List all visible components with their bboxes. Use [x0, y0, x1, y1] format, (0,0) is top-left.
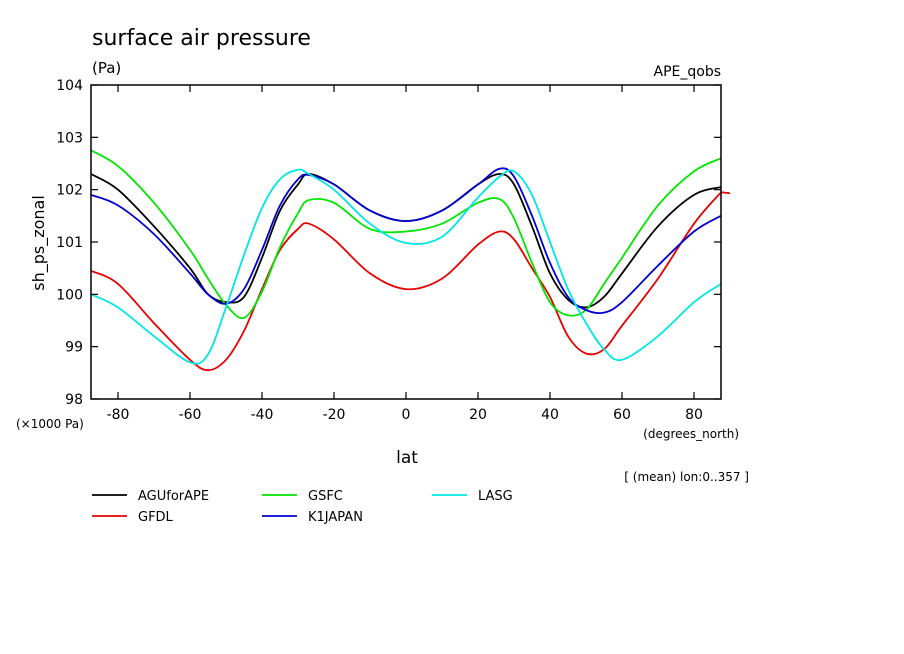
x-tick-label: -20 — [323, 407, 346, 423]
series-line-aguforape — [91, 173, 721, 309]
y-tick-label: 99 — [65, 340, 83, 356]
legend-item-aguforape: AGUforAPE — [92, 489, 209, 504]
x-tick-label: 0 — [402, 407, 411, 423]
x-tick-label: -60 — [179, 407, 202, 423]
subtitle-note: [ (mean) lon:0..357 ] — [624, 470, 749, 484]
x-tick-label: 20 — [469, 407, 487, 423]
series-line-k1japan — [91, 167, 721, 315]
x-axis-label: lat — [396, 448, 418, 468]
legend-label: AGUforAPE — [138, 489, 209, 504]
x-units-label: (degrees_north) — [643, 427, 739, 441]
legend-item-k1japan: K1JAPAN — [262, 510, 363, 525]
chart-title: surface air pressure — [92, 26, 311, 51]
series-line-gsfc — [91, 149, 721, 320]
y-tick-label: 101 — [56, 235, 83, 251]
x-tick-label: -80 — [107, 407, 130, 423]
legend-label: K1JAPAN — [308, 510, 363, 525]
x-tick-label: 80 — [685, 407, 703, 423]
legend-item-gfdl: GFDL — [92, 510, 174, 525]
x-tick-label: 60 — [613, 407, 631, 423]
legend-label: GSFC — [308, 489, 343, 504]
experiment-label: APE_qobs — [654, 64, 722, 80]
series-line-gfdl — [91, 191, 721, 372]
y-tick-label: 104 — [56, 78, 83, 94]
y-tick-label: 100 — [56, 287, 83, 303]
y-axis-label: sh_ps_zonal — [29, 195, 49, 291]
legend-label: LASG — [478, 489, 513, 504]
y-scale-note: (×1000 Pa) — [16, 417, 84, 431]
series-line-lasg — [91, 168, 721, 365]
legend-label: GFDL — [138, 510, 174, 525]
y-tick-label: 98 — [65, 392, 83, 408]
plot-area: -80 -60 -40 -20 0 20 40 60 80 98 99 100 101 102 103 10… — [56, 78, 731, 423]
series-layer — [91, 149, 731, 372]
units-label: (Pa) — [92, 59, 121, 77]
x-tick-label: 40 — [541, 407, 559, 423]
legend: AGUforAPE GSFC LASG GFDL K1JAPAN — [92, 489, 513, 525]
legend-item-lasg: LASG — [432, 489, 513, 504]
x-axis: -80 -60 -40 -20 0 20 40 60 80 — [107, 85, 703, 423]
series-line-gfdl-overrun — [720, 191, 731, 195]
legend-item-gsfc: GSFC — [262, 489, 343, 504]
plot-frame — [90, 84, 722, 400]
y-tick-label: 103 — [56, 130, 83, 146]
y-axis: 98 99 100 101 102 103 104 — [56, 78, 721, 408]
x-tick-label: -40 — [251, 407, 274, 423]
y-tick-label: 102 — [56, 183, 83, 199]
